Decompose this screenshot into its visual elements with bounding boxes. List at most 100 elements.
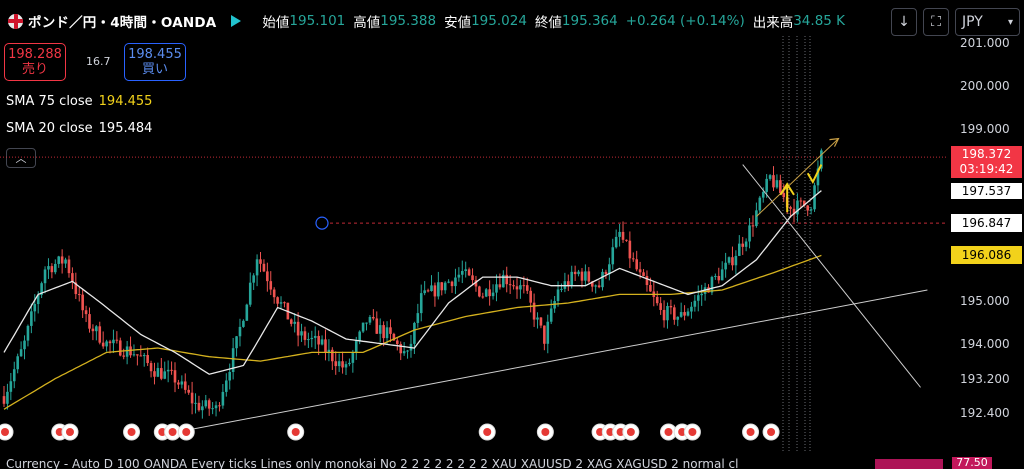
sma20-legend[interactable]: SMA 20 close 195.484 (6, 121, 152, 136)
candle-body (81, 294, 84, 311)
candle-body (163, 371, 167, 379)
candle-body (378, 325, 382, 334)
candle-body (266, 271, 269, 282)
candle-body (310, 337, 314, 340)
candle-body (269, 281, 273, 290)
event-flag-icon (767, 428, 776, 436)
collapse-legend-button[interactable]: ︿ (6, 148, 36, 168)
candle-body (573, 271, 577, 275)
candle-body (577, 271, 580, 275)
last-price: 198.372 (961, 147, 1012, 161)
high-value: 195.388 (380, 13, 437, 29)
candle-body (136, 354, 139, 356)
candle-body (519, 285, 522, 290)
candle-body (276, 297, 279, 304)
candle-body (283, 302, 286, 304)
candle-body (563, 281, 567, 289)
candle-body (437, 282, 440, 297)
candle-body (392, 333, 396, 341)
close-value: 195.364 (561, 13, 618, 29)
candle-body (30, 311, 33, 326)
event-flag-icon (127, 428, 136, 436)
fullscreen-button[interactable]: ⛶ (923, 8, 949, 36)
sell-label: 売り (21, 62, 48, 77)
candle-body (604, 271, 608, 275)
high-label: 高値 (353, 15, 381, 31)
event-marker (683, 423, 701, 441)
candle-body (601, 271, 604, 288)
event-marker (762, 423, 780, 441)
candle-body (238, 326, 242, 337)
buy-signal-arrow (779, 182, 795, 213)
candle-body (679, 312, 683, 317)
candle-body (344, 364, 348, 368)
candle-body (481, 296, 485, 298)
candle-body (112, 339, 115, 344)
candle-body (50, 266, 54, 273)
candle-body (2, 396, 6, 404)
candle-body (782, 193, 786, 198)
candle-body (618, 231, 621, 237)
event-flag-icon (541, 428, 550, 436)
candle-body (474, 280, 478, 287)
trendline-projection (756, 138, 839, 217)
sma20-line (3, 190, 822, 375)
currency-select[interactable]: JPY ▾ (955, 8, 1020, 36)
candle-body (611, 247, 615, 265)
candle-body (354, 340, 358, 353)
price-tick: 192.400 (960, 406, 1010, 420)
candle-body (580, 271, 584, 281)
candle-body (587, 271, 591, 282)
candle-body (816, 168, 820, 186)
candle-body (751, 225, 755, 227)
candle-body (443, 282, 447, 291)
candle-body (262, 263, 266, 272)
candle-body (608, 264, 611, 275)
candle-body (180, 381, 184, 385)
candle-body (303, 331, 307, 340)
signal-check (806, 164, 823, 184)
candle-body (115, 339, 119, 341)
candle-body (433, 285, 437, 297)
download-button[interactable]: ↓ (891, 8, 917, 36)
buy-button[interactable]: 198.455 買い (124, 43, 186, 81)
candle-body (597, 285, 601, 288)
candle-body (454, 277, 457, 287)
candle-body (372, 316, 375, 319)
candle-body (471, 275, 474, 281)
price-chart[interactable] (0, 0, 947, 460)
candle-body (19, 349, 23, 357)
candle-body (806, 205, 809, 211)
price-tick: 194.000 (960, 337, 1010, 351)
candle-body (546, 321, 550, 344)
candle-body (402, 351, 406, 354)
event-marker (61, 423, 79, 441)
alert-marker (315, 216, 329, 230)
candle-body (6, 391, 9, 404)
low-label: 安値 (444, 15, 472, 31)
open-label: 始値 (262, 15, 290, 31)
candle-body (512, 285, 515, 287)
candle-body (683, 312, 686, 316)
candle-body (539, 317, 543, 326)
event-flag-icon (746, 428, 755, 436)
candle-body (570, 271, 574, 286)
candle-body (289, 319, 293, 324)
sma75-value: 194.455 (98, 94, 153, 109)
price-label-level: 196.847 (951, 214, 1022, 232)
chevron-up-icon: ︿ (15, 152, 27, 165)
candle-body (556, 289, 560, 301)
candle-body (638, 269, 642, 273)
candle-body (142, 354, 146, 357)
candle-body (649, 285, 652, 292)
candle-body (738, 243, 741, 256)
candle-body (54, 263, 57, 273)
price-axis[interactable]: 201.000 200.000 199.000 195.000 194.000 … (947, 36, 1024, 461)
candle-body (67, 259, 71, 274)
sma20-label: SMA 20 close (6, 121, 93, 136)
symbol-title[interactable]: ポンド／円・4時間・OANDA (28, 15, 217, 31)
sma75-legend[interactable]: SMA 75 close 194.455 (6, 94, 152, 109)
candle-body (77, 294, 81, 296)
sell-button[interactable]: 198.288 売り (4, 43, 66, 81)
bottom-indicator-legend[interactable]: Currency - Auto D 100 OANDA Every ticks … (6, 457, 739, 469)
